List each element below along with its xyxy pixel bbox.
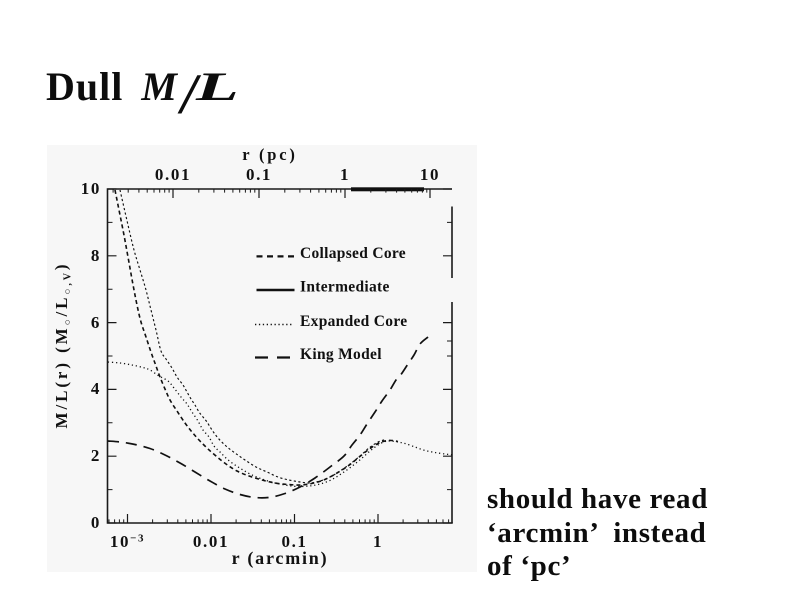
svg-text:10: 10 (81, 179, 101, 198)
svg-text:1: 1 (340, 165, 350, 184)
svg-text:0.01: 0.01 (193, 532, 229, 551)
svg-text:1: 1 (373, 532, 383, 551)
svg-text:0.1: 0.1 (246, 165, 272, 184)
svg-text:10: 10 (420, 165, 440, 184)
svg-text:8: 8 (91, 246, 101, 265)
svg-text:2: 2 (91, 446, 101, 465)
svg-text:0: 0 (91, 513, 101, 532)
svg-text:6: 6 (91, 313, 101, 332)
svg-text:0.01: 0.01 (155, 165, 191, 184)
svg-text:r (pc): r (pc) (242, 145, 297, 164)
svg-text:Intermediate: Intermediate (300, 279, 390, 296)
svg-text:Expanded Core: Expanded Core (300, 313, 407, 330)
svg-text:M/L(r) (M○/L○,V): M/L(r) (M○/L○,V) (52, 262, 74, 429)
svg-text:0.1: 0.1 (281, 532, 307, 551)
svg-text:King Model: King Model (300, 346, 382, 363)
svg-text:10−3: 10−3 (110, 532, 145, 551)
svg-text:4: 4 (91, 379, 101, 398)
svg-text:r (arcmin): r (arcmin) (232, 548, 329, 569)
svg-text:Collapsed Core: Collapsed Core (300, 245, 406, 262)
